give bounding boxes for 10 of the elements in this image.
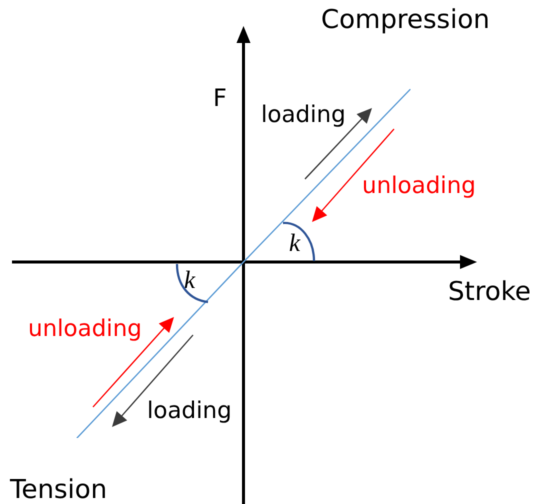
text: Tension: [10, 475, 108, 504]
annotation: unloading: [362, 173, 476, 199]
annotation: loading: [147, 398, 232, 424]
text: Compression: [321, 5, 490, 35]
y-axis-title: F: [213, 84, 227, 112]
annotation: k: [289, 230, 300, 257]
annotation: loading: [261, 102, 346, 128]
annotation: k: [184, 267, 196, 294]
x-axis-title: Stroke: [448, 277, 531, 307]
annotation: unloading: [28, 316, 142, 342]
